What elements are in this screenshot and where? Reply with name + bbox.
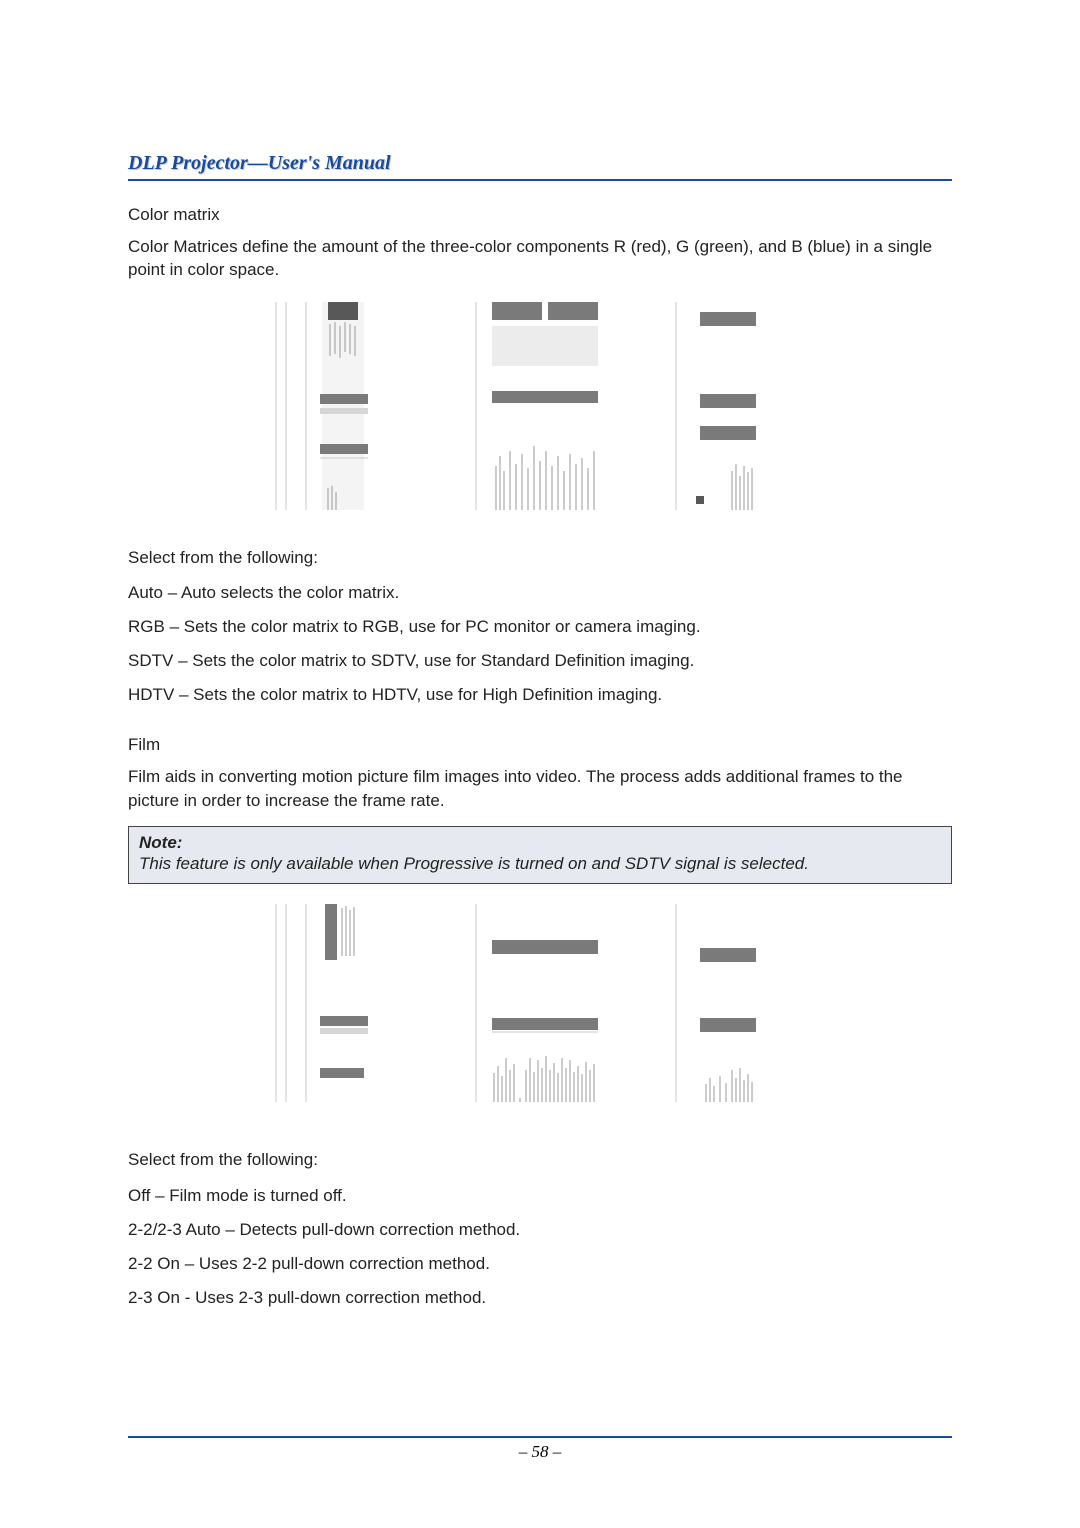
- cm-opt-desc-0: – Auto selects the color matrix.: [163, 583, 399, 602]
- color-matrix-intro: Color Matrices define the amount of the …: [128, 235, 952, 282]
- film-title: Film: [128, 735, 952, 755]
- cm-select-prompt: Select from the following:: [128, 546, 952, 569]
- note-title: Note:: [139, 833, 941, 853]
- cm-opt-name-1: RGB: [128, 617, 165, 636]
- color-matrix-title: Color matrix: [128, 205, 952, 225]
- note-text: This feature is only available when Prog…: [139, 853, 941, 875]
- film-option-off: Off – Film mode is turned off.: [128, 1186, 952, 1206]
- color-matrix-figures: [128, 296, 952, 516]
- cm-option-sdtv: SDTV – Sets the color matrix to SDTV, us…: [128, 651, 952, 671]
- note-box: Note: This feature is only available whe…: [128, 826, 952, 884]
- cm-opt-name-3: HDTV: [128, 685, 174, 704]
- film-opt-name-1: 2-2/2-3 Auto: [128, 1220, 221, 1239]
- film-figure-1: [270, 898, 410, 1118]
- footer-rule: [128, 1436, 952, 1438]
- film-option-22: 2-2 On – Uses 2-2 pull-down correction m…: [128, 1254, 952, 1274]
- film-option-auto: 2-2/2-3 Auto – Detects pull-down correct…: [128, 1220, 952, 1240]
- film-figure-3: [670, 898, 810, 1118]
- film-opt-desc-1: – Detects pull-down correction method.: [221, 1220, 521, 1239]
- film-opt-name-2: 2-2 On: [128, 1254, 180, 1273]
- film-opt-desc-3: - Uses 2-3 pull-down correction method.: [180, 1288, 486, 1307]
- cm-opt-desc-1: – Sets the color matrix to RGB, use for …: [165, 617, 701, 636]
- cm-option-auto: Auto – Auto selects the color matrix.: [128, 583, 952, 603]
- cm-option-hdtv: HDTV – Sets the color matrix to HDTV, us…: [128, 685, 952, 705]
- page-number: – 58 –: [0, 1442, 1080, 1462]
- cm-opt-desc-3: – Sets the color matrix to HDTV, use for…: [174, 685, 662, 704]
- film-opt-desc-0: – Film mode is turned off.: [150, 1186, 346, 1205]
- cm-opt-desc-2: – Sets the color matrix to SDTV, use for…: [173, 651, 694, 670]
- cm-option-rgb: RGB – Sets the color matrix to RGB, use …: [128, 617, 952, 637]
- cm-opt-name-2: SDTV: [128, 651, 173, 670]
- film-option-23: 2-3 On - Uses 2-3 pull-down correction m…: [128, 1288, 952, 1308]
- film-intro: Film aids in converting motion picture f…: [128, 765, 952, 812]
- header-rule: [128, 179, 952, 181]
- film-select-prompt: Select from the following:: [128, 1148, 952, 1171]
- film-figure-2: [470, 898, 610, 1118]
- cm-figure-2: [470, 296, 610, 516]
- cm-opt-name-0: Auto: [128, 583, 163, 602]
- cm-figure-1: [270, 296, 410, 516]
- cm-figure-3: [670, 296, 810, 516]
- header-title: DLP Projector—User's Manual: [128, 152, 952, 175]
- film-opt-name-0: Off: [128, 1186, 150, 1205]
- film-opt-desc-2: – Uses 2-2 pull-down correction method.: [180, 1254, 490, 1273]
- film-figures: [128, 898, 952, 1118]
- film-opt-name-3: 2-3 On: [128, 1288, 180, 1307]
